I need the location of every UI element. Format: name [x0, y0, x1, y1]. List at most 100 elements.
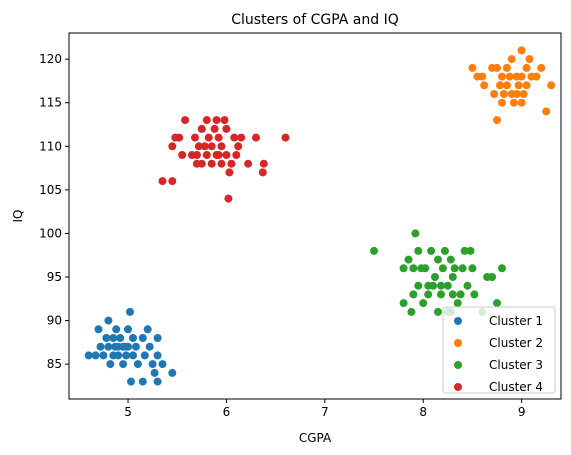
chart-title: Clusters of CGPA and IQ [231, 12, 399, 28]
data-point [424, 290, 433, 299]
data-point [237, 133, 246, 142]
data-point [122, 351, 131, 360]
y-tick-label: 100 [39, 226, 62, 240]
data-point [281, 133, 290, 142]
data-point [244, 159, 253, 168]
data-point [222, 124, 231, 133]
data-point [109, 334, 118, 342]
data-point [468, 264, 477, 273]
data-point [153, 351, 162, 360]
data-point [437, 290, 445, 299]
data-point [507, 55, 516, 64]
data-point [399, 264, 408, 273]
legend-label: Cluster 3 [489, 358, 543, 372]
data-point [505, 72, 514, 81]
data-point [419, 299, 428, 308]
data-point [104, 316, 113, 325]
data-point [148, 360, 157, 369]
data-point [370, 246, 378, 255]
data-point [498, 98, 506, 107]
data-point [153, 334, 162, 342]
data-point [84, 351, 93, 360]
data-point [498, 72, 506, 81]
data-point [448, 290, 457, 299]
data-point [111, 342, 120, 351]
data-point [222, 151, 231, 159]
data-point [493, 63, 501, 72]
x-tick-label: 8 [419, 405, 427, 419]
data-point [168, 142, 177, 151]
y-tick-label: 95 [47, 270, 62, 284]
data-point [232, 151, 241, 159]
data-point [252, 133, 260, 142]
data-point [207, 142, 216, 151]
data-point [168, 177, 177, 186]
data-point [434, 307, 442, 316]
data-point [191, 133, 199, 142]
data-point [194, 142, 203, 151]
data-point [414, 246, 423, 255]
data-point [119, 342, 128, 351]
data-point [450, 264, 459, 273]
data-point [488, 273, 497, 281]
data-point [399, 299, 408, 308]
data-point [207, 159, 216, 168]
data-point [224, 194, 233, 203]
data-point [532, 72, 541, 81]
x-tick-label: 9 [518, 405, 526, 419]
data-point [517, 98, 526, 107]
data-point [214, 151, 223, 159]
data-point [409, 290, 418, 299]
data-point [407, 307, 416, 316]
data-point [114, 351, 123, 360]
data-point [460, 246, 469, 255]
data-point [227, 159, 236, 168]
data-point [498, 264, 506, 273]
data-point [202, 151, 211, 159]
data-point [470, 290, 479, 299]
data-point [547, 81, 556, 90]
data-point [158, 177, 167, 186]
x-axis-label: CGPA [299, 431, 332, 445]
data-point [411, 229, 420, 238]
data-point [124, 325, 132, 334]
data-point [443, 281, 452, 290]
data-point [440, 246, 449, 255]
data-point [446, 255, 455, 264]
data-point [133, 360, 142, 369]
y-tick-label: 90 [47, 314, 62, 328]
data-point [178, 151, 187, 159]
data-point [150, 368, 159, 377]
data-point [258, 168, 267, 177]
data-point [197, 159, 206, 168]
data-point [517, 72, 526, 81]
data-point [466, 246, 475, 255]
data-point [414, 281, 423, 290]
data-point [217, 159, 226, 168]
data-point [96, 342, 105, 351]
data-point [129, 351, 137, 360]
data-point [225, 168, 234, 177]
data-point [478, 72, 487, 81]
data-point [434, 255, 442, 264]
data-point [427, 246, 436, 255]
data-point [192, 151, 201, 159]
data-point [116, 334, 125, 342]
data-point [537, 63, 546, 72]
data-point [404, 255, 413, 264]
data-point [499, 90, 508, 98]
y-axis: 85 90 95 100 105 110 115 120 [39, 52, 69, 371]
data-point [112, 325, 121, 334]
data-point [94, 325, 103, 334]
legend-box [442, 306, 556, 394]
data-point [202, 116, 211, 125]
data-point [514, 81, 523, 90]
data-point [138, 377, 147, 386]
data-point [91, 351, 100, 360]
legend-marker [454, 339, 462, 347]
data-point [153, 377, 162, 386]
data-point [493, 299, 501, 308]
plot-area [68, 32, 562, 400]
data-point [542, 107, 551, 116]
data-point [200, 142, 209, 151]
